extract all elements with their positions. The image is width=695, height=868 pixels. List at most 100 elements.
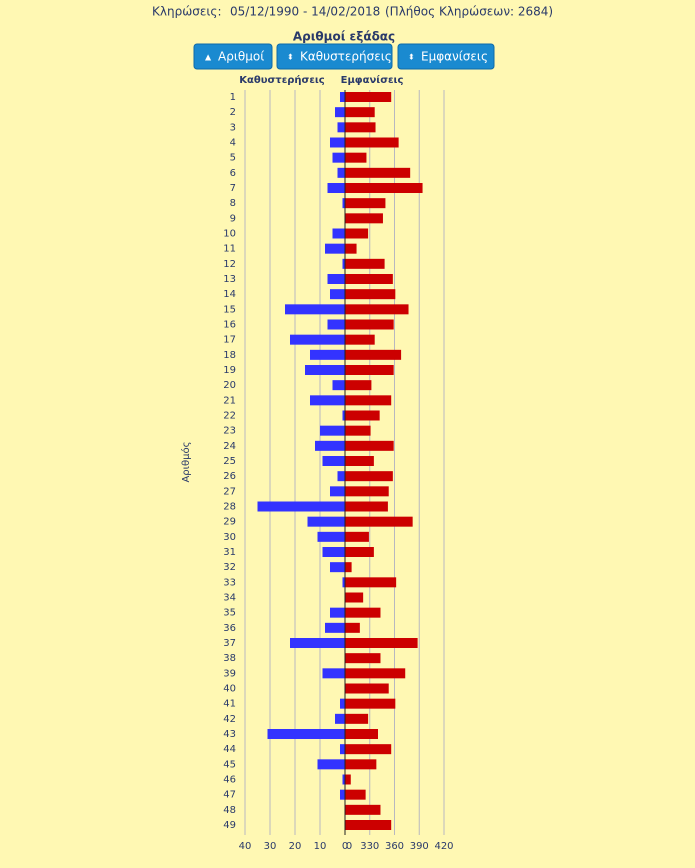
y-tick-label: 22 — [223, 411, 236, 422]
header-label: Κληρώσεις: — [152, 5, 221, 19]
bar — [345, 304, 409, 315]
legend-entry: Καθυστερήσεις — [239, 74, 325, 86]
button-label[interactable]: Εμφανίσεις — [421, 50, 488, 64]
bar — [267, 729, 345, 739]
bar — [322, 547, 345, 557]
bar — [342, 410, 345, 421]
bar — [345, 501, 388, 512]
bar — [340, 92, 345, 102]
y-tick-label: 27 — [223, 486, 236, 497]
bar — [345, 607, 381, 618]
bar — [345, 122, 376, 133]
bar — [345, 167, 411, 178]
bar — [345, 729, 378, 739]
bar — [345, 638, 418, 648]
bar — [330, 486, 345, 497]
bar — [342, 258, 345, 269]
bar — [345, 804, 381, 815]
x-tick-label: 40 — [239, 841, 252, 852]
bar — [310, 349, 345, 360]
y-tick-label: 32 — [223, 562, 236, 573]
y-tick-label: 13 — [223, 274, 236, 285]
y-tick-label: 10 — [223, 229, 236, 240]
y-tick-label: 20 — [223, 380, 236, 391]
bar — [345, 319, 394, 330]
bar — [345, 774, 351, 785]
bar — [345, 410, 380, 421]
bar — [337, 167, 345, 178]
bar — [332, 380, 345, 391]
bar — [290, 638, 345, 648]
bar — [345, 486, 389, 497]
bar — [325, 622, 345, 633]
y-tick-label: 41 — [223, 699, 236, 710]
y-tick-label: 28 — [223, 502, 236, 513]
bar — [332, 228, 345, 239]
button-icon: ⬍ — [408, 53, 415, 62]
bar — [345, 365, 394, 375]
y-tick-label: 1 — [230, 92, 236, 103]
bar — [345, 592, 364, 603]
x-tick-label: 330 — [360, 841, 379, 852]
bar — [345, 683, 389, 694]
x-tick-label: 0 — [346, 841, 352, 852]
header-count: (Πλήθος Κληρώσεων: 2684) — [385, 5, 553, 19]
bar — [345, 213, 383, 224]
bar — [345, 668, 406, 679]
y-tick-label: 39 — [223, 668, 236, 679]
x-tick-label: 30 — [264, 841, 277, 852]
y-tick-label: 15 — [223, 304, 236, 315]
bar — [345, 562, 352, 573]
x-tick-label: 10 — [314, 841, 327, 852]
bar — [337, 471, 345, 482]
y-tick-label: 8 — [230, 198, 236, 209]
bar — [345, 349, 402, 360]
bar — [340, 744, 345, 755]
button[interactable]: ▲ Αριθμοί — [193, 43, 273, 70]
bar — [327, 319, 345, 330]
button-icon: ▲ — [205, 53, 212, 62]
button-bg[interactable] — [193, 43, 273, 70]
x-tick-label: 420 — [434, 841, 453, 852]
button[interactable]: ⬍ Εμφανίσεις — [397, 43, 495, 70]
bar — [317, 759, 345, 770]
button-bg[interactable] — [276, 43, 393, 70]
y-tick-label: 34 — [223, 593, 236, 604]
bar — [325, 243, 345, 254]
y-tick-label: 14 — [223, 289, 236, 300]
y-tick-label: 17 — [223, 335, 236, 346]
bar — [345, 713, 369, 724]
x-tick-label: 390 — [410, 841, 429, 852]
bar — [317, 531, 345, 542]
y-tick-label: 25 — [223, 456, 236, 467]
bar — [322, 668, 345, 679]
y-tick-label: 6 — [230, 168, 236, 179]
button-label[interactable]: Αριθμοί — [218, 50, 264, 64]
button-label[interactable]: Καθυστερήσεις — [300, 50, 392, 64]
button-bg[interactable] — [397, 43, 495, 70]
y-tick-label: 38 — [223, 653, 236, 664]
bar — [322, 456, 345, 466]
y-tick-label: 44 — [223, 744, 236, 755]
y-tick-label: 16 — [223, 320, 236, 331]
bar — [305, 365, 345, 375]
bar — [345, 228, 369, 239]
bar — [345, 183, 423, 193]
x-tick-label: 20 — [289, 841, 302, 852]
header-range: 05/12/1990 - 14/02/2018 — [230, 5, 380, 19]
y-tick-label: 23 — [223, 426, 236, 437]
chart-title: Αριθμοί εξάδας — [293, 30, 395, 44]
y-tick-label: 12 — [223, 259, 236, 270]
bar — [342, 198, 345, 209]
bar — [345, 456, 374, 466]
bar — [320, 425, 345, 436]
bar — [345, 577, 397, 588]
button[interactable]: ⬍ Καθυστερήσεις — [276, 43, 393, 70]
bar — [285, 304, 345, 315]
y-tick-label: 4 — [230, 138, 236, 149]
y-tick-label: 26 — [223, 471, 236, 482]
bar — [335, 107, 345, 118]
x-tick-label: 360 — [385, 841, 404, 852]
x-tick-label: 0 — [342, 841, 348, 852]
